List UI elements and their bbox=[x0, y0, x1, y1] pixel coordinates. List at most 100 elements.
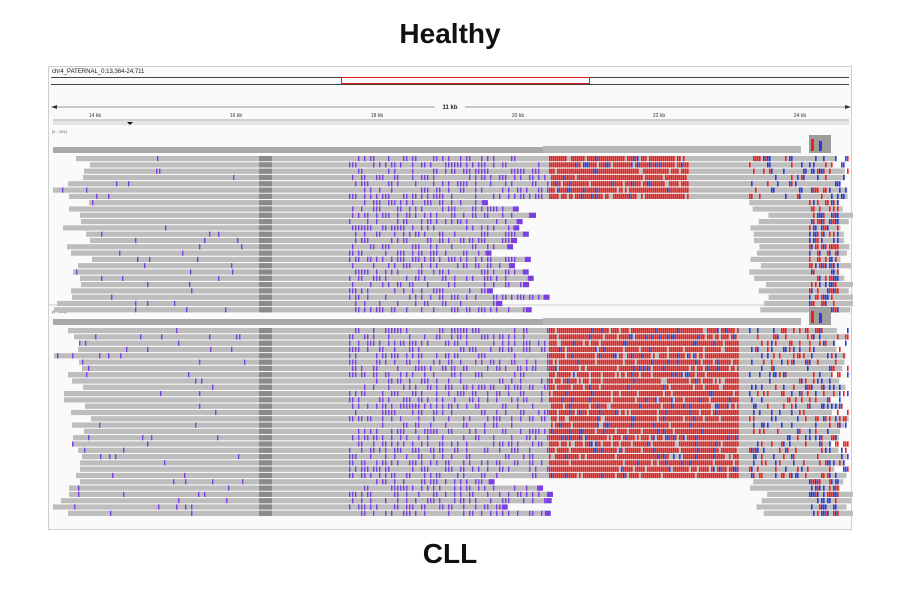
mismatch-mark bbox=[555, 397, 557, 403]
mismatch-mark bbox=[837, 244, 839, 250]
mismatch-mark bbox=[825, 340, 827, 346]
insertion-mark bbox=[520, 174, 522, 181]
insertion-mark bbox=[409, 384, 411, 390]
mismatch-mark bbox=[809, 225, 811, 231]
insertion-mark bbox=[382, 346, 384, 353]
mismatch-mark bbox=[657, 466, 659, 472]
mismatch-mark bbox=[625, 416, 627, 422]
mismatch-mark bbox=[631, 435, 633, 441]
mismatch-mark bbox=[645, 416, 647, 422]
mismatch-mark bbox=[607, 391, 609, 397]
mismatch-mark bbox=[727, 460, 729, 466]
mismatch-mark bbox=[613, 162, 615, 168]
mismatch-mark bbox=[771, 409, 773, 416]
mismatch-mark bbox=[727, 422, 729, 428]
mismatch-mark bbox=[573, 359, 575, 365]
mismatch-mark bbox=[599, 168, 601, 174]
mismatch-mark bbox=[583, 428, 585, 434]
insertion-mark bbox=[364, 193, 366, 199]
insertion-mark bbox=[418, 244, 420, 250]
mismatch-mark bbox=[769, 162, 771, 168]
mismatch-mark bbox=[681, 435, 683, 441]
mismatch-mark bbox=[689, 359, 691, 365]
mismatch-mark bbox=[673, 447, 675, 453]
mismatch-mark bbox=[705, 403, 707, 409]
mismatch-mark bbox=[719, 403, 721, 409]
mismatch-mark bbox=[553, 372, 555, 378]
mismatch-mark bbox=[817, 416, 819, 422]
mismatch-mark bbox=[669, 346, 671, 353]
mismatch-mark bbox=[651, 447, 653, 453]
mismatch-mark bbox=[607, 353, 609, 359]
mismatch-mark bbox=[553, 328, 555, 334]
mismatch-mark bbox=[695, 416, 697, 422]
ideogram-region-highlight[interactable] bbox=[341, 77, 590, 84]
insertion-mark bbox=[110, 510, 112, 516]
insertion-mark bbox=[424, 403, 426, 409]
insertion-mark bbox=[349, 504, 351, 510]
insertion-mark bbox=[349, 353, 351, 359]
mismatch-mark bbox=[669, 340, 671, 346]
mismatch-mark bbox=[629, 156, 631, 162]
mismatch-mark bbox=[551, 372, 553, 378]
mismatch-mark bbox=[807, 334, 809, 340]
mismatch-mark bbox=[551, 187, 553, 193]
mismatch-mark bbox=[637, 378, 639, 384]
insertion-mark bbox=[445, 460, 447, 466]
mismatch-mark bbox=[577, 460, 579, 466]
insertion-mark bbox=[508, 510, 510, 516]
insertion-mark bbox=[403, 485, 405, 491]
mismatch-mark bbox=[681, 447, 683, 453]
insertion-mark bbox=[397, 391, 399, 397]
mismatch-mark bbox=[811, 353, 813, 359]
insertion-mark bbox=[502, 428, 504, 434]
mismatch-mark bbox=[597, 435, 599, 441]
insertion-mark bbox=[72, 353, 74, 359]
insertion-mark bbox=[394, 162, 396, 168]
mismatch-mark bbox=[607, 460, 609, 466]
mismatch-mark bbox=[585, 193, 587, 199]
mismatch-mark bbox=[643, 466, 645, 472]
mismatch-mark bbox=[683, 422, 685, 428]
mismatch-mark bbox=[571, 340, 573, 346]
mismatch-mark bbox=[575, 460, 577, 466]
mismatch-mark bbox=[607, 428, 609, 434]
igv-browser-panel[interactable]: chr4_PATERNAL_0:13,364-24,711 11 kb 14 k… bbox=[48, 66, 853, 531]
mismatch-mark bbox=[687, 466, 689, 472]
mismatch-mark bbox=[567, 328, 569, 334]
insertion-mark bbox=[394, 353, 396, 359]
mismatch-mark bbox=[675, 472, 677, 479]
mismatch-mark bbox=[607, 384, 609, 390]
aligned-read bbox=[53, 187, 848, 193]
insertion-mark bbox=[454, 162, 456, 168]
mismatch-mark bbox=[791, 403, 793, 409]
mismatch-mark bbox=[775, 334, 777, 340]
mismatch-mark bbox=[551, 416, 553, 422]
insertion-mark bbox=[439, 485, 441, 491]
insertion-mark bbox=[151, 435, 153, 441]
mismatch-mark bbox=[587, 328, 589, 334]
mismatch-mark bbox=[591, 460, 593, 466]
mismatch-mark bbox=[809, 491, 811, 497]
mismatch-mark bbox=[587, 472, 589, 479]
mismatch-mark bbox=[559, 365, 561, 371]
mismatch-mark bbox=[673, 372, 675, 378]
insertion-mark bbox=[502, 466, 504, 472]
insertion-mark bbox=[454, 365, 456, 371]
mismatch-mark bbox=[783, 441, 785, 447]
insertion-mark bbox=[349, 219, 351, 225]
mismatch-mark bbox=[761, 365, 763, 371]
mismatch-mark bbox=[819, 282, 821, 288]
mismatch-mark bbox=[815, 231, 817, 237]
mismatch-mark bbox=[707, 378, 709, 384]
mismatch-mark bbox=[581, 422, 583, 428]
insertion-mark bbox=[535, 365, 537, 371]
repeat-column bbox=[259, 200, 272, 206]
mismatch-mark bbox=[845, 416, 847, 422]
mismatch-mark bbox=[695, 384, 697, 390]
mismatch-mark bbox=[621, 340, 623, 346]
mismatch-mark bbox=[551, 156, 553, 162]
mismatch-mark bbox=[567, 340, 569, 346]
insertion-mark bbox=[385, 244, 387, 250]
alignment-tracks[interactable]: 11 kb 14 kb 16 kb 18 kb 20 kb 22 kb 24 k… bbox=[49, 67, 853, 531]
